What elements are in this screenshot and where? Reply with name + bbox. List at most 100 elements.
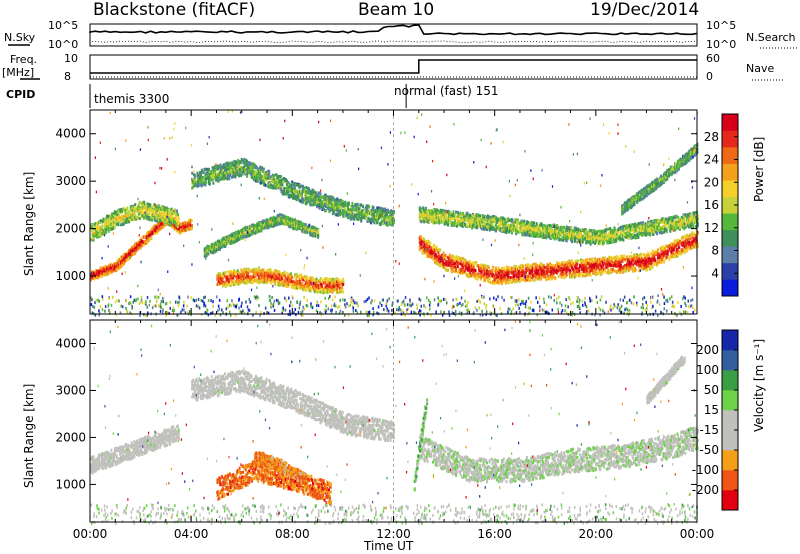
data-cell [104,305,107,309]
data-cell [266,280,269,284]
data-cell [198,306,201,310]
data-cell [314,202,317,206]
data-cell [230,166,233,170]
data-cell [210,299,212,303]
data-cell [235,280,238,284]
data-cell [290,183,293,187]
data-cell [512,307,515,311]
data-cell [423,304,425,308]
data-cell [122,206,125,210]
data-cell [585,305,588,309]
data-cell [171,212,174,216]
data-cell [120,214,123,218]
data-cell [342,298,344,302]
data-cell [327,286,330,290]
data-cell [169,306,171,310]
data-cell [310,305,313,309]
data-cell [219,166,222,170]
data-cell [372,310,375,314]
data-cell [522,300,524,304]
data-cell [645,300,647,304]
data-cell [281,308,284,312]
data-cell [535,296,537,300]
data-cell [177,304,180,308]
data-cell [94,301,96,305]
data-cell [543,309,545,313]
data-cell [404,295,407,299]
data-cell [691,305,694,309]
data-cell [222,168,225,172]
data-cell [163,211,166,215]
data-cell [171,214,174,218]
data-cell [236,303,238,307]
data-cell [627,313,630,317]
data-cell [212,181,215,185]
data-cell [262,167,265,171]
data-cell [234,175,237,179]
data-cell [599,313,601,317]
data-cell [330,208,333,212]
data-cell [337,305,339,309]
data-cell [236,169,239,173]
data-cell [165,301,168,305]
data-cell [553,299,556,303]
data-cell [144,206,147,210]
data-cell [102,232,105,236]
data-cell [239,161,242,165]
data-cell [250,172,253,176]
data-cell [605,300,607,304]
data-cell [528,311,530,315]
data-cell [314,233,317,237]
data-cell [260,311,262,315]
data-cell [262,268,265,272]
data-cell [318,206,321,210]
data-cell [671,304,674,308]
data-cell [245,267,248,271]
data-cell [206,174,209,178]
data-cell [210,311,212,315]
data-cell [358,207,361,211]
data-cell [560,311,563,315]
data-cell [144,302,146,306]
data-cell [184,228,187,232]
data-cell [338,305,341,309]
data-cell [108,219,111,223]
data-cell [418,297,421,301]
data-cell [319,311,321,315]
data-cell [149,203,152,207]
data-cell [628,310,631,314]
data-cell [204,295,206,299]
data-cell [140,298,143,302]
data-cell [143,242,146,246]
data-cell [145,234,148,238]
data-cell [199,171,202,175]
data-cell [242,170,245,174]
data-cell [223,165,226,169]
data-cell [622,298,625,302]
data-cell [620,304,623,308]
data-cell [215,178,218,182]
data-cell [576,295,579,299]
data-cell [356,205,359,209]
data-cell [308,223,311,227]
data-cell [578,300,580,304]
data-cell [420,304,423,308]
data-cell [143,200,146,204]
data-cell [237,158,240,162]
data-cell [252,313,254,317]
data-cell [93,277,96,281]
data-cell [190,225,193,229]
data-cell [591,298,593,302]
data-cell [308,281,311,285]
data-cell [304,286,307,290]
data-cell [176,225,179,229]
data-cell [186,227,189,231]
data-cell [225,170,228,174]
data-cell [140,300,142,304]
data-cell [118,299,120,303]
data-cell [179,225,182,229]
data-cell [270,280,273,284]
data-cell [538,296,541,300]
data-cell [270,301,272,305]
data-cell [188,310,191,314]
